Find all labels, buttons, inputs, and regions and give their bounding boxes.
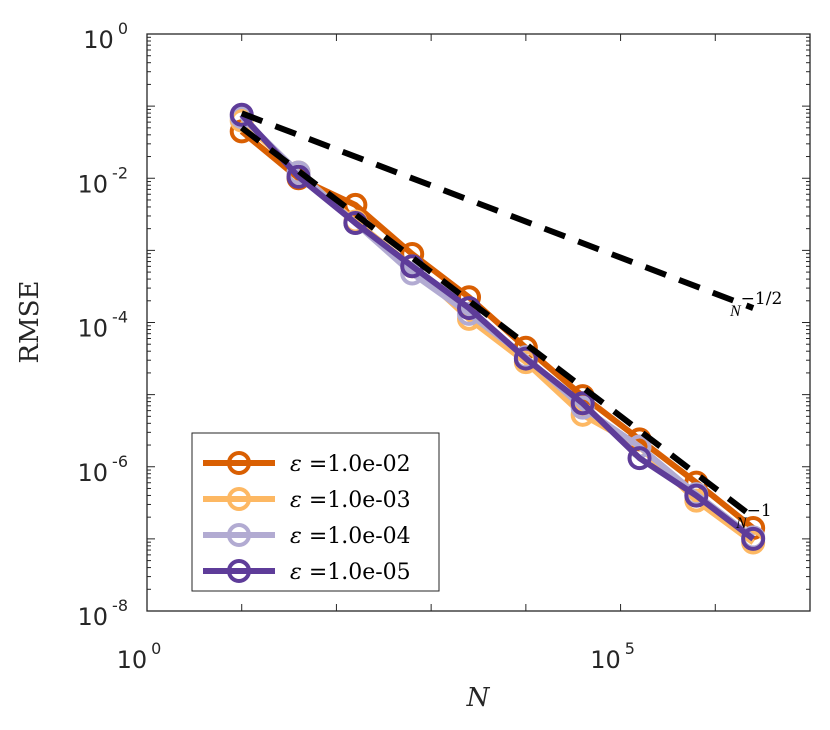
plot-frame [146, 33, 811, 612]
legend-label-1: ε =1.0e-03 [290, 488, 411, 513]
ref-label-half: N−1/2 [729, 289, 782, 320]
legend-swatch-marker-3 [227, 559, 251, 583]
y-tick-label: 10 -6 [78, 452, 129, 487]
series-layer [229, 102, 766, 555]
reference-lines [239, 110, 755, 520]
y-tick-label: 10 -2 [78, 163, 129, 198]
y-axis-label: RMSE [15, 281, 45, 364]
x-tick-label: 10 5 [590, 639, 635, 674]
legend: ε =1.0e-02 ε =1.0e-03 ε =1.0e-04 ε =1.0e-05 [191, 432, 440, 592]
series-marker-3 [627, 446, 652, 471]
legend-label-2: ε =1.0e-04 [290, 524, 411, 549]
series-line-0 [239, 129, 756, 531]
legend-items: ε =1.0e-02 ε =1.0e-03 ε =1.0e-04 ε =1.0e-05 [203, 451, 411, 585]
series-line-3 [239, 112, 755, 542]
series-marker-3 [684, 483, 709, 508]
y-tick-label: 10 -4 [78, 308, 129, 343]
y-tick-label: 10 -8 [78, 596, 129, 631]
legend-label-0: ε =1.0e-02 [290, 452, 411, 477]
legend-swatch-marker-2 [227, 523, 251, 547]
reference-line-0 [240, 110, 755, 311]
series-marker-3 [741, 526, 766, 551]
axis-tick-labels: 10 0 10 5 10 0 10 -2 10 -4 10 -6 10 -8 [78, 19, 635, 674]
x-tick-label: 10 0 [117, 639, 162, 674]
legend-swatch-marker-1 [227, 487, 251, 511]
ref-label-one: N−1 [735, 501, 772, 532]
legend-swatch-marker-0 [227, 451, 251, 475]
legend-label-3: ε =1.0e-05 [290, 560, 411, 585]
x-axis-label: N [466, 683, 491, 713]
minor-ticks [146, 34, 811, 612]
series-marker-3 [513, 346, 538, 371]
reference-labels: N−1/2 N−1 [729, 289, 782, 532]
y-tick-label: 10 0 [83, 19, 128, 54]
series-marker-3 [570, 391, 595, 416]
